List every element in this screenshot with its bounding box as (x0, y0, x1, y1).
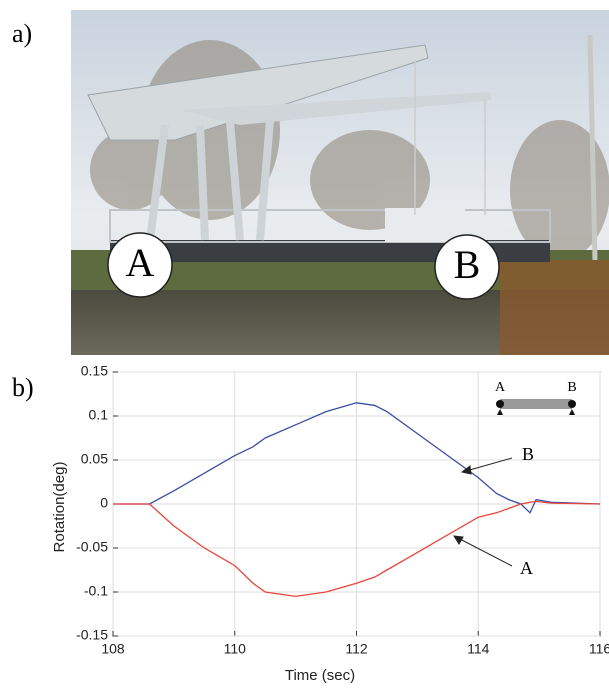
panel-label: b) (12, 373, 34, 402)
y-tick-label: -0.15 (76, 627, 108, 643)
x-tick-label: 110 (224, 641, 247, 657)
inset: A B (495, 380, 577, 415)
annotation-label: A (520, 558, 533, 578)
panel-label: a) (12, 19, 32, 48)
plot: 108 110 112 114 116 -0.15 -0.1 -0.05 0 0.05 0.1 0.1… (76, 363, 609, 657)
x-tick-label: 116 (589, 641, 609, 657)
x-axis-label: Time (sec) (285, 667, 355, 684)
photo-label: A (126, 240, 155, 285)
y-tick-label: -0.05 (76, 539, 108, 555)
y-tick-label: 0.15 (81, 363, 108, 379)
inset-label: A (495, 380, 506, 395)
y-axis-label: Rotation(deg) (51, 462, 68, 553)
photo-label: B (454, 242, 481, 287)
x-tick-label: 112 (345, 641, 368, 657)
y-tick-label: -0.1 (84, 583, 108, 599)
y-tick-label: 0 (100, 495, 108, 511)
data-line (113, 402, 601, 514)
data-line (113, 500, 601, 598)
photo: A B (71, 10, 609, 355)
annotation-label: B (522, 444, 534, 464)
annotation (453, 457, 513, 567)
y-tick-label: 0.1 (89, 407, 109, 423)
x-tick-label: 114 (467, 641, 490, 657)
y-tick-label: 0.05 (81, 451, 108, 467)
x-tick-label: 108 (101, 641, 125, 657)
inset-label: B (567, 380, 576, 395)
